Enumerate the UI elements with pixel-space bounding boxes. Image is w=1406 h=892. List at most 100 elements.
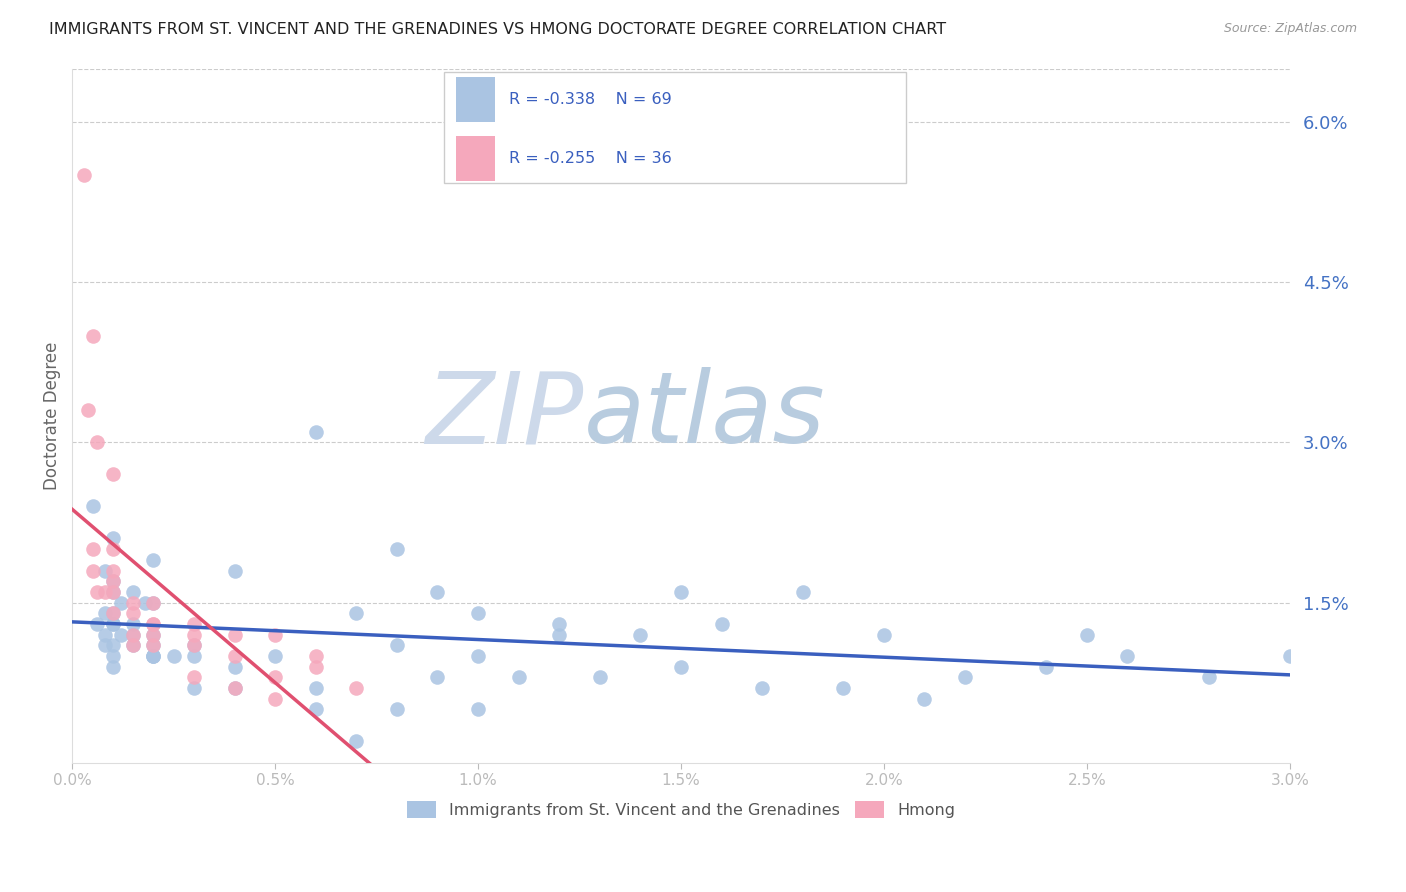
- Point: [873, 627, 896, 641]
- Point: [305, 681, 328, 695]
- Point: [264, 627, 287, 641]
- Point: [122, 638, 145, 652]
- Point: [101, 606, 124, 620]
- Point: [93, 638, 115, 652]
- Point: [93, 606, 115, 620]
- Point: [122, 585, 145, 599]
- Point: [142, 596, 165, 610]
- Point: [224, 648, 246, 663]
- Point: [344, 606, 367, 620]
- Point: [183, 638, 205, 652]
- Point: [122, 627, 145, 641]
- Text: atlas: atlas: [583, 368, 825, 464]
- Point: [101, 616, 124, 631]
- Point: [122, 638, 145, 652]
- Point: [93, 627, 115, 641]
- Point: [82, 542, 104, 557]
- Point: [183, 616, 205, 631]
- Point: [101, 467, 124, 482]
- Point: [1278, 648, 1301, 663]
- Point: [1076, 627, 1098, 641]
- Point: [86, 616, 108, 631]
- Point: [224, 681, 246, 695]
- Text: Source: ZipAtlas.com: Source: ZipAtlas.com: [1223, 22, 1357, 36]
- Point: [183, 627, 205, 641]
- Point: [134, 596, 156, 610]
- FancyBboxPatch shape: [456, 136, 495, 181]
- Point: [467, 702, 489, 716]
- Point: [385, 702, 408, 716]
- Point: [142, 616, 165, 631]
- Point: [467, 606, 489, 620]
- Point: [183, 638, 205, 652]
- Point: [86, 435, 108, 450]
- Point: [305, 648, 328, 663]
- Point: [122, 606, 145, 620]
- Point: [82, 500, 104, 514]
- Point: [101, 616, 124, 631]
- Point: [1116, 648, 1139, 663]
- Point: [101, 574, 124, 589]
- Point: [101, 532, 124, 546]
- Point: [264, 670, 287, 684]
- Point: [73, 169, 96, 183]
- Point: [792, 585, 814, 599]
- Point: [1035, 659, 1057, 673]
- Point: [224, 564, 246, 578]
- Point: [953, 670, 976, 684]
- Point: [467, 648, 489, 663]
- Point: [751, 681, 773, 695]
- Point: [142, 638, 165, 652]
- Point: [142, 627, 165, 641]
- Point: [163, 648, 186, 663]
- Point: [264, 691, 287, 706]
- Point: [508, 670, 530, 684]
- Point: [142, 553, 165, 567]
- Point: [344, 681, 367, 695]
- Point: [628, 627, 651, 641]
- Point: [914, 691, 936, 706]
- Point: [183, 670, 205, 684]
- Point: [142, 638, 165, 652]
- Point: [110, 596, 132, 610]
- Point: [264, 648, 287, 663]
- Point: [305, 425, 328, 439]
- Point: [142, 596, 165, 610]
- Point: [101, 574, 124, 589]
- Text: R = -0.255    N = 36: R = -0.255 N = 36: [509, 152, 672, 166]
- Point: [122, 616, 145, 631]
- Point: [1198, 670, 1220, 684]
- Point: [122, 596, 145, 610]
- Point: [669, 659, 692, 673]
- Point: [142, 627, 165, 641]
- Point: [93, 585, 115, 599]
- Point: [224, 627, 246, 641]
- Point: [101, 638, 124, 652]
- Text: ZIP: ZIP: [426, 368, 583, 464]
- Point: [548, 627, 571, 641]
- Point: [86, 585, 108, 599]
- Point: [426, 585, 449, 599]
- Point: [101, 606, 124, 620]
- Point: [224, 681, 246, 695]
- Point: [142, 648, 165, 663]
- Point: [101, 564, 124, 578]
- Point: [101, 585, 124, 599]
- Point: [589, 670, 612, 684]
- Point: [426, 670, 449, 684]
- Text: R = -0.338    N = 69: R = -0.338 N = 69: [509, 92, 672, 107]
- Point: [77, 403, 100, 417]
- FancyBboxPatch shape: [443, 72, 907, 183]
- Point: [122, 627, 145, 641]
- Point: [183, 648, 205, 663]
- Point: [82, 328, 104, 343]
- Point: [305, 702, 328, 716]
- Point: [224, 659, 246, 673]
- Point: [101, 648, 124, 663]
- Point: [110, 627, 132, 641]
- Point: [142, 648, 165, 663]
- Point: [548, 616, 571, 631]
- Point: [183, 681, 205, 695]
- Point: [710, 616, 733, 631]
- Point: [832, 681, 855, 695]
